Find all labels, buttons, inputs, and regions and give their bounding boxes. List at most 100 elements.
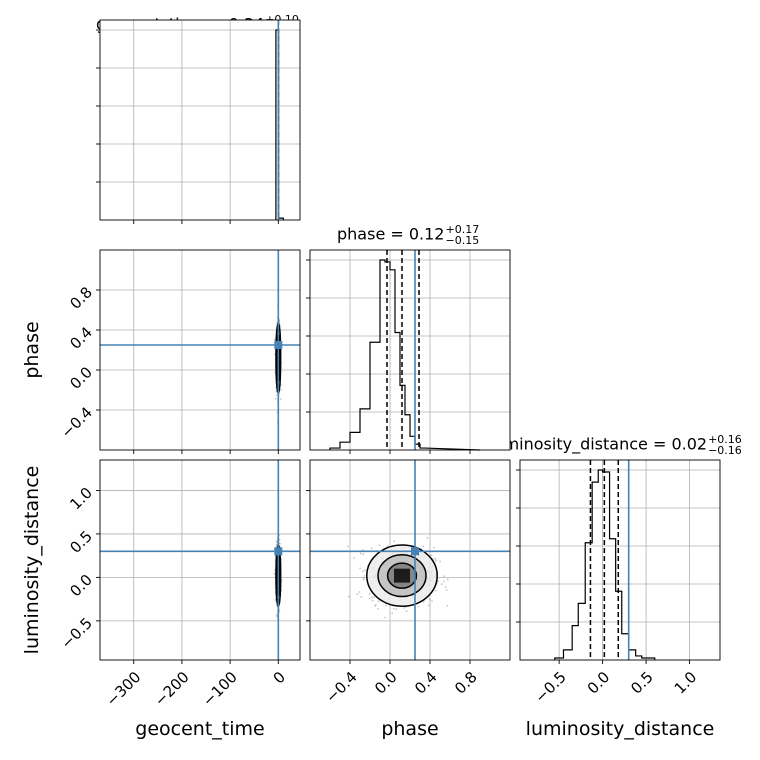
scatter-point [384,604,387,607]
hist-luminosity_distance-background [520,460,720,660]
xtick-label-geocent_time-0: −300 [103,668,145,710]
xtick-label-geocent_time-3: 0 [270,668,289,687]
scatter-point [373,605,376,607]
scatter-point [346,545,349,548]
scatter-point [395,608,398,611]
scatter-point [431,600,433,602]
scatter-point [371,599,374,602]
scatter-point [392,607,395,610]
scatter-point [417,605,420,608]
scatter-point [362,578,365,581]
title-plus-error: +0.10 [265,13,299,26]
yaxis-label-luminosity_distance: luminosity_distance [21,466,43,655]
hist-luminosity_distance-frame [519,459,721,661]
xtick-label-phase-2: 0.4 [411,668,441,698]
scatter-point [440,583,443,586]
scatter-point [275,397,277,400]
scatter-point [360,596,363,598]
scatter-point [368,597,371,600]
scatter-point [371,596,374,599]
ytick-label-luminosity_distance-2: 0.5 [66,527,96,557]
xaxis-label-luminosity_distance: luminosity_distance [526,718,715,740]
panel2d-geocent_time-vs-phase-frame [99,249,301,451]
xtick-label-luminosity_distance-2: 0.5 [627,668,657,698]
scatter-point [391,612,394,615]
panel2d-phase-vs-luminosity_distance-truth-marker [411,547,419,556]
ytick-label-phase-3: 0.8 [66,283,96,313]
xaxis-label-geocent_time: geocent_time [135,718,264,740]
panel2d-geocent_time-vs-phase-truth-marker [274,341,283,349]
scatter-point [446,604,449,607]
scatter-point [446,578,449,581]
scatter-point [274,599,277,601]
scatter-point [362,577,365,579]
scatter-point [422,600,425,603]
title-minus-error: −0.15 [445,234,480,247]
scatter-point [393,540,395,543]
ytick-label-luminosity_distance-1: 0.0 [66,571,96,601]
scatter-point [377,600,380,603]
scatter-point [426,536,429,539]
scatter-point [370,547,373,550]
scatter-point [279,398,282,400]
scatter-point [434,559,437,562]
title-text: luminosity_distance = [489,434,672,454]
ytick-label-luminosity_distance-3: 1.0 [66,484,96,514]
scatter-point [276,615,278,618]
scatter-point [362,553,365,556]
scatter-point [361,570,364,573]
title-text: phase = [337,224,409,244]
panel-title-phase: phase = 0.12 +0.17 −0.15 [337,224,479,246]
scatter-point [275,614,278,616]
panel2d-geocent_time-vs-luminosity_distance-frame [99,459,301,661]
scatter-point [434,558,437,560]
title-plus-error: +0.16 [708,433,742,446]
hist-geocent_time-background [100,20,300,220]
scatter-point [430,554,433,557]
scatter-point [279,542,281,545]
ytick-label-phase-0: −0.4 [58,403,96,441]
scatter-point [422,545,425,548]
scatter-point [275,540,278,542]
scatter-point [445,589,448,591]
scatter-point [368,593,371,595]
hist-luminosity_distance-bars [554,469,656,660]
panel2d-phase-vs-luminosity_distance-frame [309,459,511,661]
ytick-label-luminosity_distance-0: −0.5 [58,614,96,652]
panel-title-luminosity_distance: luminosity_distance = 0.02 +0.16 −0.16 [489,434,742,456]
scatter-point [374,604,377,606]
ytick-label-phase-2: 0.4 [66,323,96,353]
scatter-point [356,593,359,596]
scatter-point [444,586,447,588]
hist-phase-frame [309,249,511,451]
xtick-label-luminosity_distance-3: 1.0 [671,668,701,698]
scatter-point [433,546,435,549]
xtick-label-luminosity_distance-1: 0.0 [584,668,614,698]
yaxis-label-phase: phase [21,321,43,378]
scatter-point [427,604,430,607]
xtick-label-phase-3: 0.8 [451,668,481,698]
scatter-point [373,596,376,598]
panel2d-geocent_time-vs-phase-background [100,250,300,450]
panel2d-phase-vs-luminosity_distance-density-core [394,568,410,583]
scatter-point [403,607,405,609]
ytick-label-phase-1: 0.0 [66,363,96,393]
panel2d-geocent_time-vs-luminosity_distance-truth-marker [274,547,283,556]
scatter-point [358,591,361,593]
scatter-point [352,556,355,559]
title-median: 0.02 [671,434,708,454]
scatter-point [443,575,446,578]
title-minus-error: −0.16 [708,444,742,457]
scatter-point [376,607,379,610]
scatter-point [364,569,366,572]
scatter-point [273,338,276,341]
scatter-point [275,543,278,546]
hist-geocent_time-frame [99,19,301,221]
title-plus-error: +0.17 [445,223,480,236]
scatter-point [348,595,350,598]
scatter-point [428,598,431,601]
xtick-label-geocent_time-1: −200 [151,668,193,710]
xaxis-label-phase: phase [381,718,438,740]
panel2d-geocent_time-vs-luminosity_distance-background [100,460,300,660]
